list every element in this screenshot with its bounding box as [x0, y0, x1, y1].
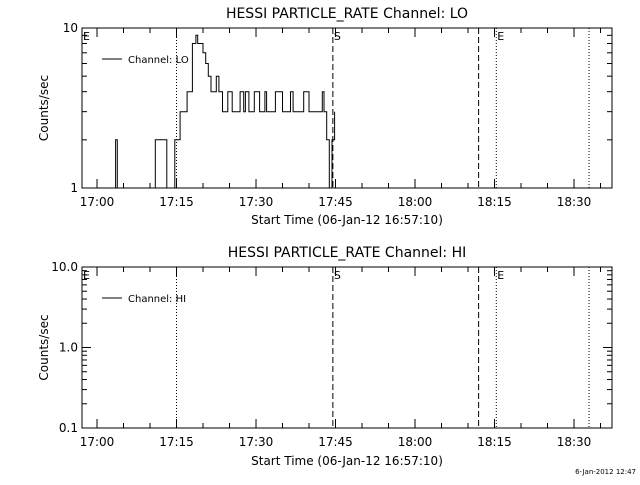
x-tick-label: 17:00 — [80, 435, 115, 449]
x-tick-label: 18:00 — [398, 195, 433, 209]
x-tick-label: 17:30 — [239, 195, 274, 209]
plot-frame — [81, 27, 613, 189]
x-tick-label: 17:00 — [80, 195, 115, 209]
chart-panel-1: HESSI PARTICLE_RATE Channel: LO Counts/se… — [37, 6, 613, 227]
legend-entry: Channel: HI — [128, 294, 186, 305]
chart-title: HESSI PARTICLE_RATE Channel: HI — [228, 245, 466, 261]
y-tick-label: 0.1 — [59, 421, 78, 435]
chart-title: HESSI PARTICLE_RATE Channel: LO — [226, 6, 468, 22]
marker-label: E — [83, 30, 90, 43]
x-tick-label: 17:45 — [318, 195, 353, 209]
x-axis-label: Start Time (06-Jan-12 16:57:10) — [251, 213, 443, 227]
x-tick-label: 18:15 — [477, 195, 512, 209]
marker-label: E — [497, 30, 504, 43]
marker-label: E — [83, 269, 90, 282]
y-tick-label: 1 — [70, 181, 78, 195]
marker-label: S — [334, 30, 341, 43]
series-line — [113, 34, 336, 189]
x-tick-label: 17:15 — [159, 195, 194, 209]
marker-label: S — [334, 269, 341, 282]
footer-timestamp: 6-Jan-2012 12:47 — [575, 468, 636, 476]
y-axis-label: Counts/sec — [37, 75, 51, 141]
y-tick-label: 10 — [63, 21, 78, 35]
x-axis-label: Start Time (06-Jan-12 16:57:10) — [251, 454, 443, 468]
y-tick-label: 10.0 — [51, 260, 78, 274]
x-tick-label: 18:30 — [557, 195, 592, 209]
chart-panel-2: HESSI PARTICLE_RATE Channel: HI Counts/se… — [37, 245, 613, 468]
x-tick-label: 18:00 — [398, 435, 433, 449]
marker-label: E — [497, 269, 504, 282]
x-tick-label: 17:15 — [159, 435, 194, 449]
plot-frame — [81, 266, 613, 429]
y-axis-label: Counts/sec — [37, 314, 51, 380]
x-tick-label: 17:45 — [318, 435, 353, 449]
y-tick-label: 1.0 — [59, 341, 78, 355]
x-tick-label: 18:30 — [557, 435, 592, 449]
x-tick-label: 17:30 — [239, 435, 274, 449]
x-tick-label: 18:15 — [477, 435, 512, 449]
legend-entry: Channel: LO — [128, 55, 189, 66]
